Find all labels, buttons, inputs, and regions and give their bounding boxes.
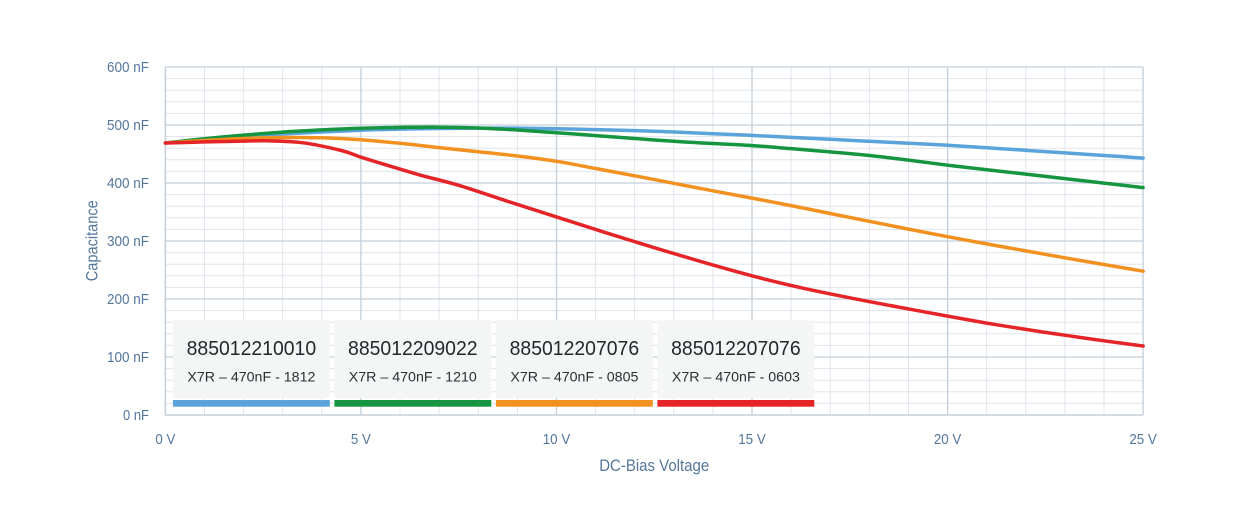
svg-text:300 nF: 300 nF — [107, 233, 149, 250]
svg-text:X7R – 470nF - 0805: X7R – 470nF - 0805 — [510, 369, 638, 385]
svg-text:15 V: 15 V — [738, 431, 766, 448]
svg-text:100 nF: 100 nF — [107, 349, 149, 366]
svg-text:885012207076: 885012207076 — [671, 338, 801, 360]
svg-text:X7R – 470nF - 0603: X7R – 470nF - 0603 — [672, 369, 800, 385]
svg-text:885012209022: 885012209022 — [348, 338, 478, 360]
svg-text:25 V: 25 V — [1129, 431, 1157, 448]
svg-text:885012210010: 885012210010 — [187, 338, 317, 360]
svg-text:885012207076: 885012207076 — [510, 338, 640, 360]
svg-text:500 nF: 500 nF — [107, 117, 149, 134]
svg-text:20 V: 20 V — [934, 431, 962, 448]
svg-text:Capacitance: Capacitance — [84, 200, 102, 281]
svg-text:400 nF: 400 nF — [107, 175, 149, 192]
svg-text:DC-Bias Voltage: DC-Bias Voltage — [599, 456, 709, 475]
svg-text:600 nF: 600 nF — [107, 59, 149, 76]
svg-text:X7R – 470nF - 1210: X7R – 470nF - 1210 — [349, 369, 477, 385]
svg-text:X7R – 470nF - 1812: X7R – 470nF - 1812 — [187, 369, 315, 385]
svg-text:10 V: 10 V — [543, 431, 571, 448]
svg-text:200 nF: 200 nF — [107, 291, 149, 308]
svg-text:5 V: 5 V — [351, 431, 371, 448]
svg-text:0 nF: 0 nF — [123, 407, 149, 424]
svg-text:0 V: 0 V — [155, 431, 175, 448]
